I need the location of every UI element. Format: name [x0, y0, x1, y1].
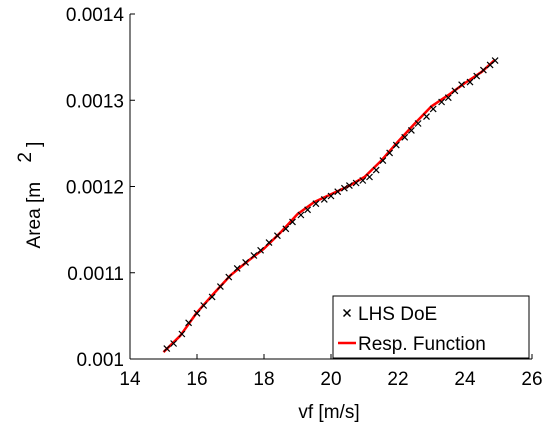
y-axis-label-suffix: ]: [24, 142, 45, 147]
data-point-lhs-doe: [185, 319, 193, 327]
svg-text:Area [m 2 ]: Area [m 2 ]: [15, 142, 45, 249]
data-point-lhs-doe: [466, 78, 474, 86]
data-point-lhs-doe: [352, 179, 360, 187]
y-tick-label: 0.0014: [66, 5, 125, 26]
y-tick-label: 0.0013: [66, 91, 124, 112]
x-axis-label: vf [m/s]: [298, 402, 359, 423]
x-tick-label: 14: [119, 369, 141, 390]
axes: 14 16 18 20 22 24 26 0.001 0.0011 0.0012 0.0013 0.0…: [66, 5, 543, 390]
x-tick-label: 18: [253, 369, 274, 390]
data-point-lhs-doe: [170, 340, 178, 347]
y-tick-label: 0.001: [76, 350, 124, 371]
data-point-lhs-doe: [366, 173, 373, 181]
data-point-lhs-doe: [479, 66, 487, 74]
data-point-lhs-doe: [282, 225, 290, 233]
data-point-lhs-doe: [423, 113, 430, 121]
data-point-lhs-doe: [392, 141, 400, 149]
data-point-lhs-doe: [401, 133, 409, 141]
data-point-lhs-doe: [359, 177, 367, 184]
data-point-lhs-doe: [345, 182, 353, 190]
data-point-lhs-doe: [379, 157, 387, 165]
x-tick-label: 24: [454, 369, 476, 390]
data-point-lhs-doe: [193, 309, 201, 317]
data-point-lhs-doe: [372, 166, 380, 174]
data-point-lhs-doe: [225, 273, 233, 281]
data-point-lhs-doe: [386, 149, 394, 157]
x-tick-label: 16: [186, 369, 207, 390]
data-point-lhs-doe: [334, 188, 342, 196]
data-point-lhs-doe: [327, 192, 335, 200]
data-point-lhs-doe: [216, 283, 224, 291]
y-tick-label: 0.0012: [66, 178, 124, 199]
data-point-lhs-doe: [414, 120, 422, 127]
data-point-lhs-doe: [163, 345, 171, 353]
x-tick-label: 26: [521, 369, 542, 390]
data-point-lhs-doe: [304, 206, 312, 214]
data-point-lhs-doe: [289, 218, 296, 226]
data-point-lhs-doe: [233, 264, 241, 272]
legend-marker-lhs-doe: [342, 308, 352, 318]
x-tick-label: 22: [387, 369, 408, 390]
data-point-lhs-doe: [273, 232, 281, 240]
legend-box: [332, 295, 530, 359]
data-point-lhs-doe: [320, 195, 328, 203]
data-point-lhs-doe: [458, 81, 466, 89]
legend-label-resp-function: Resp. Function: [358, 334, 486, 355]
data-point-lhs-doe: [297, 211, 305, 219]
legend-label-lhs-doe: LHS DoE: [358, 304, 437, 325]
data-point-lhs-doe: [200, 302, 208, 309]
data-point-lhs-doe: [265, 239, 273, 247]
y-tick-label: 0.0011: [67, 264, 124, 285]
data-point-lhs-doe: [178, 330, 186, 338]
y-axis-label: Area [m 2 ]: [15, 142, 45, 249]
data-point-lhs-doe: [429, 105, 437, 113]
data-point-lhs-doe: [491, 57, 499, 65]
data-point-lhs-doe: [451, 87, 459, 95]
y-axis-label-superscript: 2: [15, 152, 36, 163]
data-point-lhs-doe: [438, 98, 446, 106]
data-point-lhs-doe: [242, 258, 250, 266]
data-point-lhs-doe: [407, 126, 415, 134]
plot-area: [162, 57, 499, 353]
data-point-lhs-doe: [340, 184, 348, 192]
data-point-lhs-doe: [444, 94, 452, 102]
data-point-lhs-doe: [250, 252, 258, 259]
data-point-lhs-doe: [312, 200, 320, 208]
data-point-lhs-doe: [473, 72, 481, 80]
data-point-lhs-doe: [208, 293, 216, 301]
data-point-lhs-doe: [257, 246, 265, 254]
x-tick-label: 20: [320, 369, 341, 390]
legend: LHS DoE Resp. Function: [332, 295, 530, 359]
y-axis-label-prefix: Area [m: [24, 182, 45, 249]
